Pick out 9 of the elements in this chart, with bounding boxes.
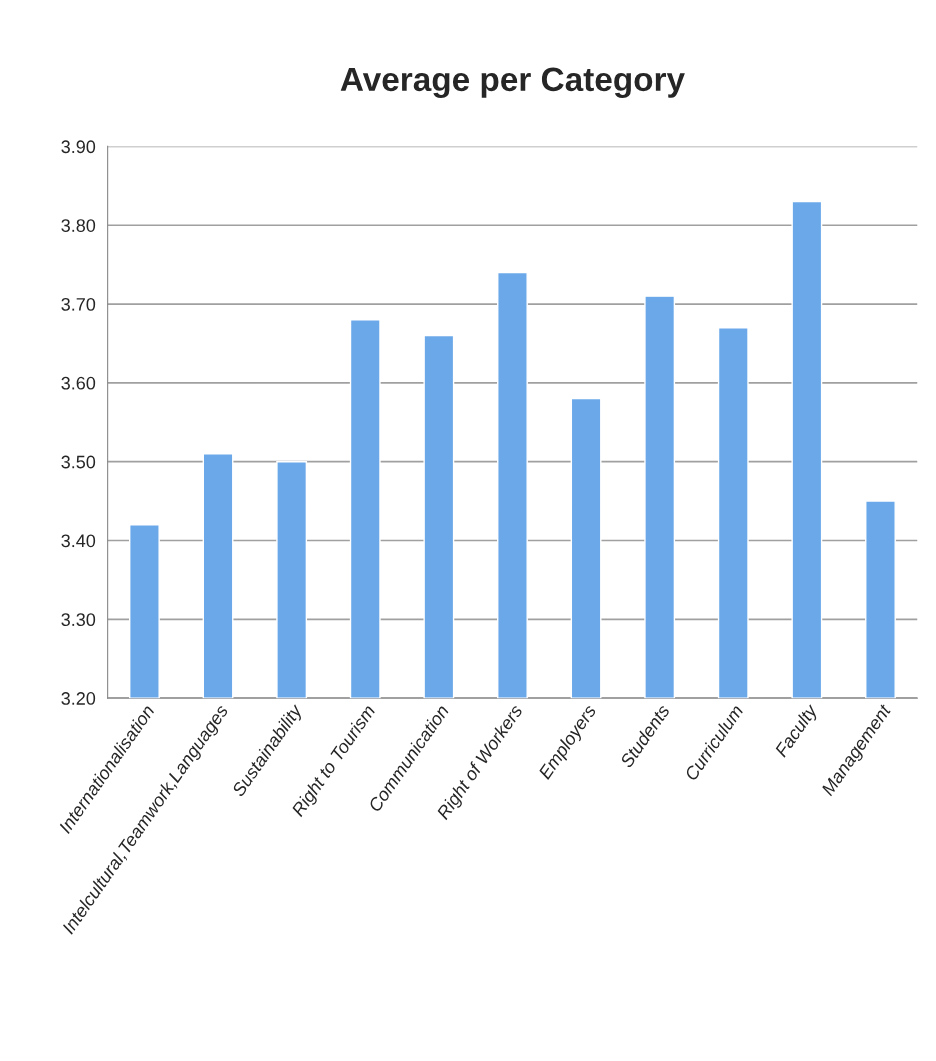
y-tick-label: 3.50	[61, 455, 96, 469]
y-tick-label: 3.60	[61, 376, 96, 390]
y-tick-label: 3.30	[61, 613, 96, 627]
chart-title: Average per Category	[340, 67, 685, 98]
y-tick-label: 3.70	[61, 297, 96, 311]
y-tick-label: 3.20	[61, 692, 96, 705]
y-tick-label: 3.40	[61, 534, 96, 548]
y-tick-label: 3.80	[61, 219, 96, 232]
y-tick-label: 3.90	[61, 140, 96, 154]
